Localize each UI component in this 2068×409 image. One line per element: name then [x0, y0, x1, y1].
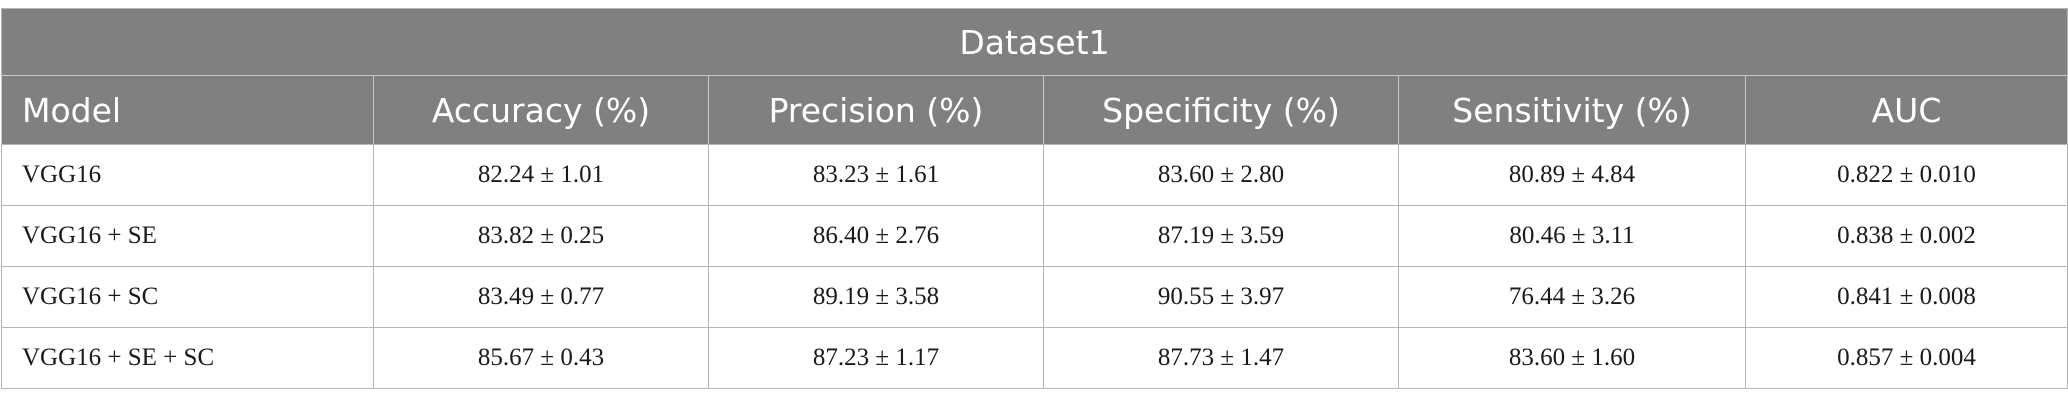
cell-accuracy: 83.49 ± 0.77: [373, 266, 709, 328]
cell-sensitivity: 83.60 ± 1.60: [1398, 327, 1746, 389]
column-header-model: Model: [1, 75, 374, 145]
cell-sensitivity: 80.89 ± 4.84: [1398, 144, 1746, 206]
cell-sensitivity: 80.46 ± 3.11: [1398, 205, 1746, 267]
table-row: VGG16 + SE 83.82 ± 0.25 86.40 ± 2.76 87.…: [1, 205, 2068, 267]
table-row: VGG16 82.24 ± 1.01 83.23 ± 1.61 83.60 ± …: [1, 144, 2068, 206]
cell-specificity: 87.73 ± 1.47: [1043, 327, 1399, 389]
cell-auc: 0.822 ± 0.010: [1744, 144, 2068, 206]
table-title-row: Dataset1: [0, 8, 2068, 76]
table-row: VGG16 + SC 83.49 ± 0.77 89.19 ± 3.58 90.…: [1, 266, 2068, 328]
column-header-specificity: Specificity (%): [1043, 75, 1399, 145]
cell-accuracy: 83.82 ± 0.25: [373, 205, 709, 267]
results-table: Dataset1 Model Accuracy (%) Precision (%…: [0, 8, 2068, 389]
column-header-accuracy: Accuracy (%): [373, 75, 709, 145]
cell-precision: 86.40 ± 2.76: [708, 205, 1044, 267]
cell-precision: 83.23 ± 1.61: [708, 144, 1044, 206]
column-header-sensitivity: Sensitivity (%): [1398, 75, 1746, 145]
results-table-container: Dataset1 Model Accuracy (%) Precision (%…: [0, 8, 2068, 389]
cell-precision: 87.23 ± 1.17: [708, 327, 1044, 389]
cell-model: VGG16 + SC: [1, 266, 374, 328]
cell-specificity: 87.19 ± 3.59: [1043, 205, 1399, 267]
cell-specificity: 90.55 ± 3.97: [1043, 266, 1399, 328]
cell-precision: 89.19 ± 3.58: [708, 266, 1044, 328]
table-row: VGG16 + SE + SC 85.67 ± 0.43 87.23 ± 1.1…: [1, 327, 2068, 389]
cell-accuracy: 82.24 ± 1.01: [373, 144, 709, 206]
cell-auc: 0.841 ± 0.008: [1744, 266, 2068, 328]
cell-sensitivity: 76.44 ± 3.26: [1398, 266, 1746, 328]
cell-model: VGG16: [1, 144, 374, 206]
cell-auc: 0.838 ± 0.002: [1744, 205, 2068, 267]
column-header-precision: Precision (%): [708, 75, 1044, 145]
cell-model: VGG16 + SE: [1, 205, 374, 267]
cell-auc: 0.857 ± 0.004: [1744, 327, 2068, 389]
column-header-auc: AUC: [1744, 75, 2068, 145]
table-title: Dataset1: [0, 8, 2068, 76]
cell-specificity: 83.60 ± 2.80: [1043, 144, 1399, 206]
table-header-row: Model Accuracy (%) Precision (%) Specifi…: [1, 75, 2068, 145]
cell-accuracy: 85.67 ± 0.43: [373, 327, 709, 389]
cell-model: VGG16 + SE + SC: [1, 327, 374, 389]
